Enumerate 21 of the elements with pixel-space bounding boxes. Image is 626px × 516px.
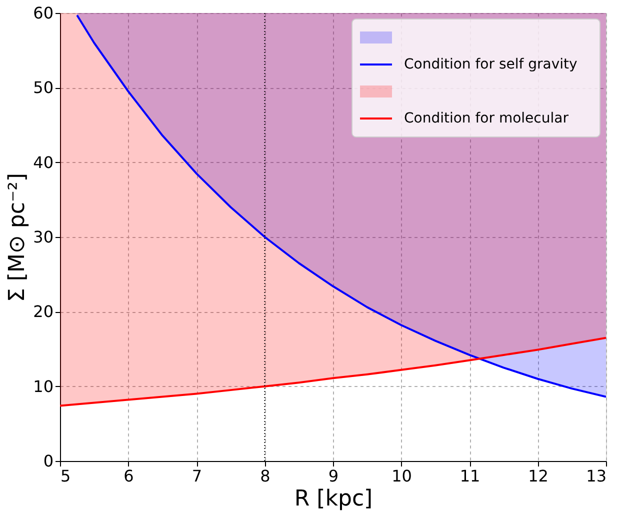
x-tick-label: 13: [586, 466, 606, 486]
y-tick-label: 10: [33, 376, 54, 396]
x-tick-label: 9: [328, 466, 339, 486]
x-tick-label: 12: [528, 466, 548, 486]
y-tick-label: 0: [43, 452, 54, 470]
line-series: [60, 336, 606, 407]
y-tick-label: 30: [33, 228, 54, 246]
x-tick-label: 7: [192, 466, 202, 486]
y-tick-label: 60: [33, 4, 54, 22]
y-axis-title: Σ [M⊙ pc⁻²]: [5, 173, 30, 302]
legend-label: Condition for self gravity: [404, 56, 578, 72]
x-tick-label: 6: [124, 466, 134, 486]
y-tick-label: 50: [33, 78, 54, 98]
x-tick-label: 11: [460, 466, 480, 486]
x-tick-label: 5: [60, 466, 71, 486]
x-tick-label: 8: [260, 466, 270, 486]
x-axis-title: R [kpc]: [294, 486, 373, 512]
x-tick-label: 10: [392, 466, 412, 486]
y-tick-label: 20: [33, 302, 54, 322]
legend-label: Condition for molecular: [404, 110, 569, 126]
y-tick-label: 40: [33, 152, 54, 172]
